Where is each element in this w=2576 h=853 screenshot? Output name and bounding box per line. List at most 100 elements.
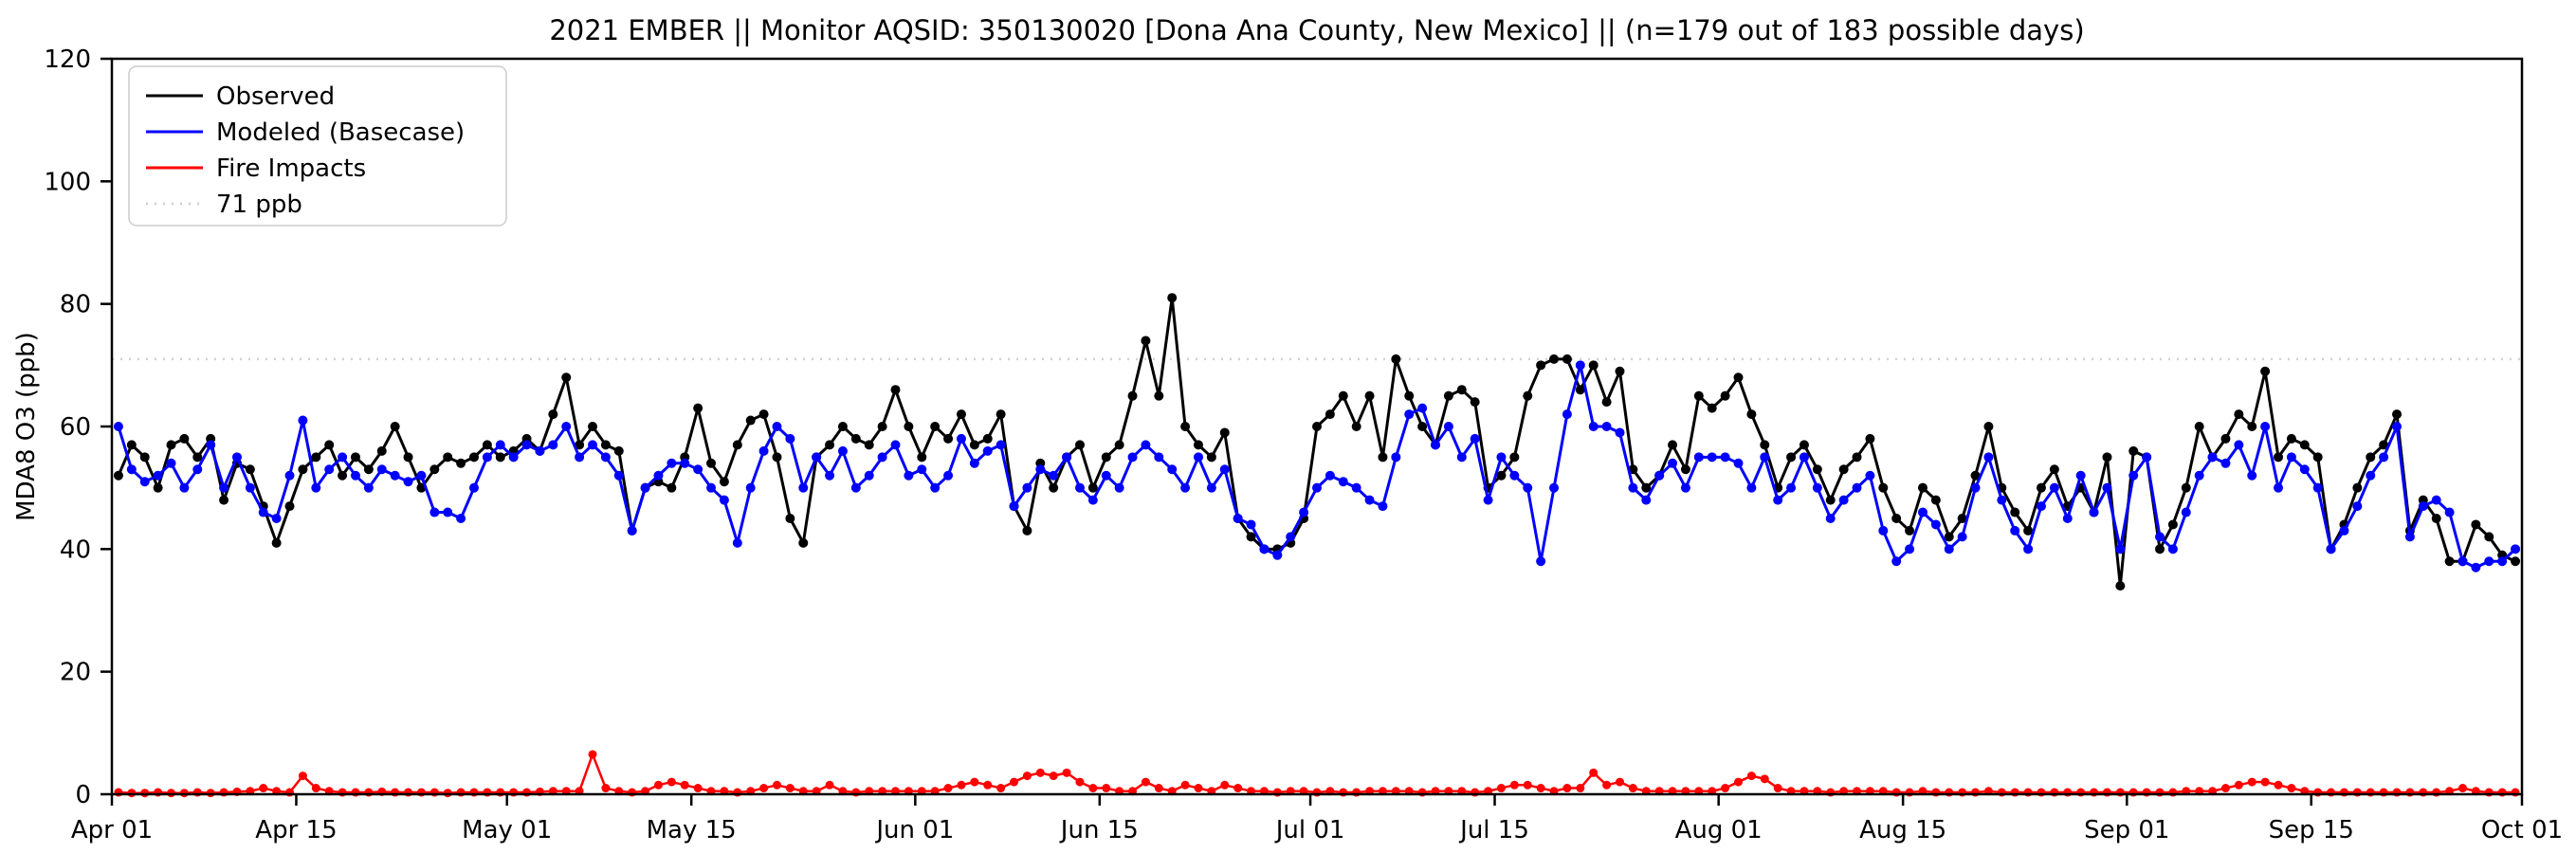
data-point	[1601, 422, 1612, 431]
data-point	[1523, 780, 1532, 789]
data-point	[284, 501, 295, 512]
data-point	[1325, 470, 1335, 481]
data-point	[2431, 514, 2441, 523]
data-point	[1299, 507, 1309, 517]
data-point	[403, 452, 413, 463]
data-point	[2194, 422, 2204, 431]
data-point	[298, 464, 308, 475]
data-point	[311, 452, 321, 463]
chart-title: 2021 EMBER || Monitor AQSID: 350130020 […	[549, 14, 2084, 46]
data-point	[1417, 422, 1428, 431]
data-point	[1049, 771, 1058, 781]
data-point	[2220, 458, 2231, 468]
data-point	[1575, 360, 1585, 371]
data-point	[2312, 482, 2323, 493]
data-point	[825, 470, 835, 481]
series-markers-observed	[113, 293, 2521, 591]
data-point	[2326, 544, 2336, 554]
data-point	[1087, 482, 1098, 493]
data-point	[1404, 409, 1415, 420]
data-point	[1760, 452, 1770, 463]
data-point	[1220, 780, 1230, 789]
data-point	[600, 452, 611, 463]
data-point	[298, 771, 307, 781]
data-point	[627, 525, 637, 535]
data-point	[113, 470, 123, 481]
data-point	[798, 482, 809, 493]
data-point	[126, 440, 137, 450]
data-point	[1773, 495, 1783, 505]
data-point	[2274, 482, 2284, 493]
data-point	[1035, 768, 1045, 777]
data-point	[1825, 495, 1836, 505]
data-point	[1786, 452, 1797, 463]
data-point	[837, 422, 848, 431]
x-tick-label: Jun 01	[874, 816, 954, 844]
data-point	[1799, 452, 1809, 463]
data-point	[284, 470, 295, 481]
data-point	[1470, 397, 1480, 408]
data-point	[271, 537, 282, 548]
data-point	[904, 470, 914, 481]
data-point	[2286, 452, 2296, 463]
data-point	[2220, 784, 2230, 793]
data-point	[1970, 470, 1981, 481]
data-point	[653, 780, 663, 789]
data-point	[153, 482, 163, 493]
data-point	[561, 422, 572, 431]
data-point	[298, 415, 308, 426]
data-point	[508, 452, 519, 463]
data-point	[2260, 422, 2271, 431]
data-point	[2287, 784, 2296, 793]
data-point	[588, 422, 598, 431]
data-point	[258, 507, 268, 517]
data-point	[548, 440, 558, 450]
data-point	[1443, 422, 1453, 431]
data-point	[2471, 519, 2481, 530]
data-point	[1049, 470, 1059, 481]
data-point	[192, 464, 203, 475]
data-point	[1891, 514, 1902, 523]
data-point	[179, 433, 190, 444]
data-point	[1074, 440, 1085, 450]
data-point	[2339, 525, 2349, 535]
data-point	[1141, 336, 1151, 346]
data-point	[1102, 784, 1111, 793]
data-point	[113, 422, 123, 431]
data-point	[206, 789, 215, 798]
data-point	[2352, 501, 2363, 512]
data-point	[1312, 482, 1322, 493]
data-point	[2366, 452, 2376, 463]
data-point	[759, 784, 769, 793]
data-point	[167, 789, 176, 798]
data-point	[1523, 482, 1533, 493]
data-point	[1746, 409, 1757, 420]
data-point	[943, 433, 954, 444]
data-point	[1246, 519, 1256, 530]
data-point	[1431, 440, 1441, 450]
data-point	[338, 470, 348, 481]
data-point	[350, 470, 360, 481]
data-point	[693, 464, 703, 475]
data-point	[2247, 777, 2256, 787]
y-tick-label: 0	[75, 781, 91, 809]
data-point	[1905, 544, 1915, 554]
data-point	[982, 445, 993, 456]
data-point	[2511, 556, 2521, 567]
data-point	[2128, 445, 2139, 456]
data-point	[1707, 452, 1717, 463]
data-point	[1680, 482, 1690, 493]
x-tick-label: Apr 01	[71, 816, 153, 844]
data-point	[575, 440, 585, 450]
data-point	[416, 470, 427, 481]
data-point	[640, 482, 650, 493]
data-point	[231, 452, 242, 463]
data-point	[1496, 784, 1506, 793]
data-point	[1404, 390, 1415, 401]
data-point	[1589, 768, 1599, 777]
data-point	[2392, 422, 2402, 431]
data-point	[1456, 452, 1467, 463]
data-point	[1878, 482, 1889, 493]
data-point	[2404, 532, 2415, 542]
data-point	[443, 789, 452, 798]
